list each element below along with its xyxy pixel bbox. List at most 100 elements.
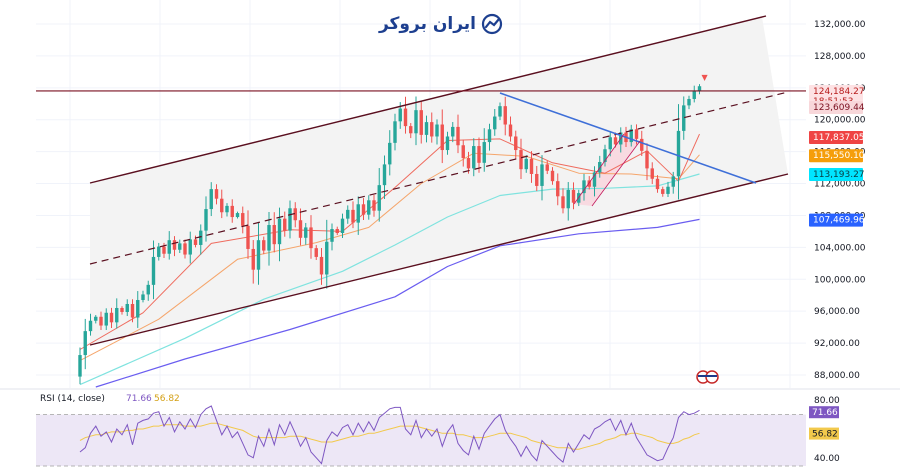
candle xyxy=(277,207,282,262)
candle-body xyxy=(482,142,486,163)
rsi-legend-value: 71.66 xyxy=(126,394,152,404)
candle-body xyxy=(456,126,460,146)
candle-body xyxy=(592,172,597,187)
channel-lower-line[interactable] xyxy=(89,173,789,346)
candle-body xyxy=(440,124,444,151)
candle xyxy=(682,96,686,140)
candle-body xyxy=(535,173,539,186)
price-axis-area[interactable] xyxy=(806,0,900,390)
candle xyxy=(330,223,334,251)
badge-ma-long-text: 107,469.96 xyxy=(813,216,865,226)
price-tick-label: 128,000.00 xyxy=(814,52,866,62)
candle xyxy=(571,182,576,210)
candle xyxy=(109,307,114,328)
candle-body xyxy=(225,205,229,213)
ma-long-line xyxy=(95,218,700,388)
candle-body xyxy=(146,284,150,295)
candle xyxy=(514,130,518,160)
candle xyxy=(388,130,392,176)
candle-body xyxy=(251,248,255,270)
candle xyxy=(697,84,702,95)
candle xyxy=(472,138,476,177)
rsi-legend-ma-value: 56.82 xyxy=(154,394,180,404)
candle xyxy=(466,151,471,174)
candle-body xyxy=(340,218,345,234)
candle xyxy=(183,239,187,259)
candle-body xyxy=(319,256,324,275)
descending-trendline[interactable] xyxy=(499,92,757,184)
wedge-lower-edge xyxy=(591,140,641,207)
rsi-axis: 80.00 40.00 xyxy=(814,396,840,464)
candle xyxy=(592,166,597,197)
badge-ema-slow-text: 113,193.27 xyxy=(813,170,865,180)
candle xyxy=(419,101,423,144)
candle xyxy=(99,311,103,331)
candle xyxy=(251,240,255,284)
candle-body xyxy=(335,229,339,234)
candle xyxy=(503,96,507,136)
candle-body xyxy=(587,180,591,187)
rsi-ma-line xyxy=(79,422,700,450)
candle xyxy=(246,210,250,259)
candle-body xyxy=(603,149,607,163)
candle-body xyxy=(461,145,465,159)
candle xyxy=(230,199,234,223)
rsi-ma-badge-text: 56.82 xyxy=(812,430,838,440)
candle xyxy=(545,160,549,175)
price-tick-label: 112,000.00 xyxy=(814,180,866,190)
candle xyxy=(661,186,665,197)
candle-body xyxy=(256,240,261,270)
candle xyxy=(346,205,350,224)
candle-body xyxy=(277,218,282,245)
price-tick-label: 104,000.00 xyxy=(814,243,866,253)
candle xyxy=(477,137,481,173)
candle xyxy=(655,175,660,193)
candle-body xyxy=(94,316,98,321)
candle-body xyxy=(151,256,156,285)
brand-logo-icon xyxy=(481,13,503,35)
candle-body xyxy=(545,164,549,171)
event-flags-icon[interactable] xyxy=(696,370,719,384)
ema-slow-line xyxy=(79,173,700,386)
price-tick-label: 96,000.00 xyxy=(814,307,860,317)
candle-body xyxy=(493,116,497,130)
candle xyxy=(535,165,539,192)
candle-body xyxy=(571,189,576,203)
candle xyxy=(188,231,192,264)
badge-line-level: 123,609.44 xyxy=(809,101,865,114)
channel-upper-line[interactable] xyxy=(89,15,767,184)
candle xyxy=(676,104,681,200)
brand-watermark: ایران بروکر xyxy=(378,13,503,35)
candle-body xyxy=(661,189,665,194)
candle xyxy=(608,131,612,157)
candle-body xyxy=(246,225,250,249)
candle xyxy=(550,167,555,185)
candle-body xyxy=(204,209,208,231)
candle xyxy=(482,128,486,172)
candle-body xyxy=(477,146,481,163)
candle-body xyxy=(676,130,681,177)
candle xyxy=(172,236,177,257)
candle xyxy=(451,122,455,143)
candle xyxy=(461,139,465,167)
candle xyxy=(671,171,675,194)
drawn-lines xyxy=(36,15,806,346)
rsi-legend[interactable]: RSI (14, close) 71.66 56.82 xyxy=(40,394,180,404)
candle-body xyxy=(556,181,560,197)
candle-body xyxy=(125,304,129,312)
candle xyxy=(88,313,93,336)
candle xyxy=(540,155,544,201)
candle-body xyxy=(309,227,313,249)
candle xyxy=(361,198,366,220)
candle-body xyxy=(382,164,387,186)
candle-body xyxy=(130,304,135,318)
candle-body xyxy=(235,213,240,218)
candle-body xyxy=(157,246,161,257)
candle-body xyxy=(372,200,376,211)
badge-ema-slow-box xyxy=(809,168,863,182)
badge-ema-slow: 113,193.27 xyxy=(809,168,865,182)
candle-body xyxy=(687,98,691,106)
rsi-ma-badge-box xyxy=(809,427,839,440)
candle xyxy=(120,306,124,315)
